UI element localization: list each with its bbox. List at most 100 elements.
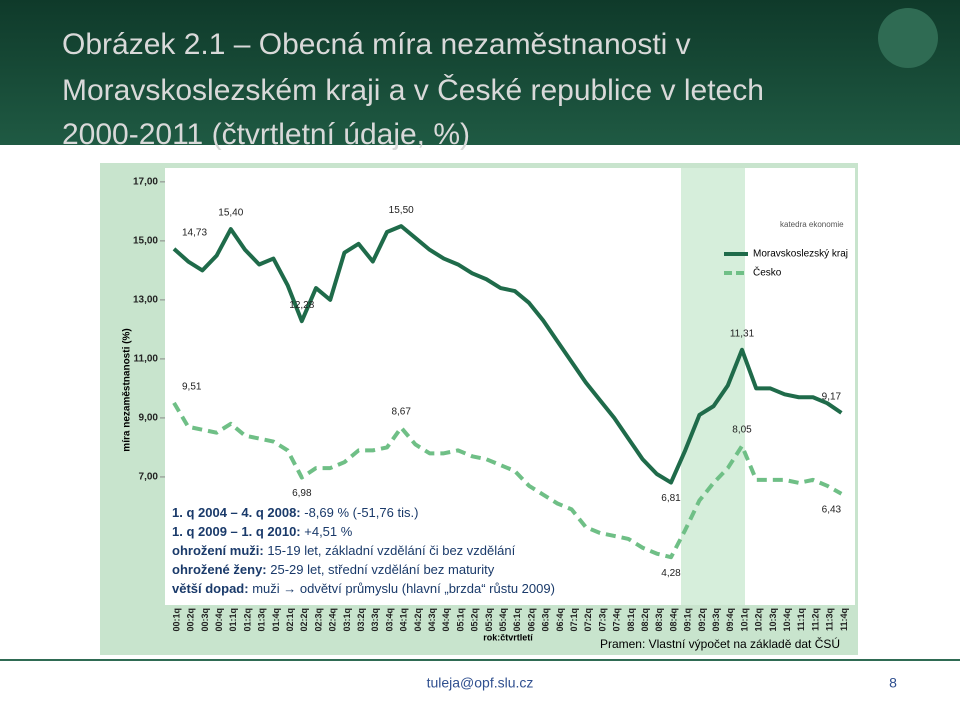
x-tick-label: 00:4q	[214, 608, 224, 632]
x-tick-label: 02:4q	[328, 608, 338, 632]
source: Pramen: Vlastní výpočet na základě dat Č…	[600, 636, 840, 651]
x-tick-label: 05:3q	[484, 608, 494, 632]
x-tick-label: 11:1q	[796, 608, 806, 631]
x-tick-label: 08:4q	[668, 608, 678, 632]
annotation: ohrožení muži: 15-19 let, základní vzděl…	[172, 543, 516, 558]
y-tick-label: 17,00	[133, 177, 158, 188]
value-label: 8,67	[391, 406, 411, 417]
x-tick-label: 01:2q	[242, 608, 252, 632]
plot-area	[165, 168, 855, 605]
x-tick-label: 08:1q	[626, 608, 636, 632]
x-tick-label: 05:1q	[455, 608, 465, 632]
y-tick-label: 11,00	[134, 354, 159, 365]
value-label: 8,05	[732, 425, 752, 436]
value-label: 4,28	[661, 568, 681, 579]
annotations: 1. q 2004 – 4. q 2008: -8,69 % (-51,76 t…	[172, 505, 555, 596]
x-tick-label: 02:3q	[313, 608, 323, 632]
logo-text: katedra ekonomie	[780, 220, 844, 229]
x-tick-label: 03:1q	[342, 608, 352, 632]
legend-label: Moravskoslezský kraj	[753, 249, 848, 260]
y-tick-label: 7,00	[139, 472, 159, 483]
annotation-bold: 1. q 2004 – 4. q 2008:	[172, 505, 301, 520]
annotation-text: 15-19 let, základní vzdělání či bez vzdě…	[264, 543, 516, 558]
annotation: větší dopad: muži → odvětví průmyslu (hl…	[172, 581, 555, 596]
x-tick-label: 11:4q	[839, 608, 849, 631]
value-label: 9,51	[182, 382, 202, 393]
title-line: Moravskoslezském kraji a v České republi…	[62, 73, 764, 107]
annotation-bold: ohrožené ženy:	[172, 562, 267, 577]
series-line	[172, 401, 843, 560]
annotation: 1. q 2009 – 1. q 2010: +4,51 %	[172, 524, 353, 539]
series-line	[172, 224, 843, 485]
x-tick-label: 05:4q	[498, 608, 508, 632]
value-label: 6,98	[292, 488, 312, 499]
annotation-text: muži → odvětví průmyslu (hlavní „brzda“ …	[249, 581, 555, 596]
x-tick-label: 06:2q	[526, 608, 536, 632]
x-tick-label: 03:2q	[356, 608, 366, 632]
value-label: 6,81	[661, 493, 681, 504]
x-tick-label: 04:4q	[441, 608, 451, 632]
x-tick-label: 08:3q	[654, 608, 664, 632]
value-label: 14,73	[182, 227, 207, 238]
x-tick-label: 11:2q	[810, 608, 820, 631]
y-tick-label: 9,00	[139, 413, 159, 424]
x-tick-label: 06:3q	[541, 608, 551, 632]
x-tick-label: 10:2q	[754, 608, 764, 632]
annotation-text: +4,51 %	[301, 524, 353, 539]
x-tick-label: 01:3q	[257, 608, 267, 632]
x-tick-label: 05:2q	[470, 608, 480, 632]
x-tick-label: 06:1q	[512, 608, 522, 632]
annotation-text: -8,69 % (-51,76 tis.)	[301, 505, 419, 520]
y-tick-label: 15,00	[133, 236, 158, 247]
value-label: 9,17	[822, 392, 842, 403]
x-tick-label: 01:4q	[271, 608, 281, 632]
title-line: Obrázek 2.1 – Obecná míra nezaměstnanost…	[62, 28, 691, 61]
x-tick-label: 10:1q	[739, 608, 749, 632]
x-axis-title: rok:čtvrtletí	[483, 632, 533, 642]
value-label: 15,50	[389, 205, 414, 216]
x-tick-label: 09:3q	[711, 608, 721, 632]
title-line: 2000-2011 (čtvrtletní údaje, %)	[62, 118, 470, 151]
value-label: 12,28	[289, 300, 314, 311]
annotation: 1. q 2004 – 4. q 2008: -8,69 % (-51,76 t…	[172, 505, 418, 520]
x-tick-label: 07:2q	[583, 608, 593, 632]
value-label: 15,40	[218, 208, 243, 219]
x-tick-label: 00:3q	[200, 608, 210, 632]
x-tick-label: 03:4q	[384, 608, 394, 632]
x-tick-label: 09:4q	[725, 608, 735, 632]
x-tick-label: 02:1q	[285, 608, 295, 632]
x-tick-label: 06:4q	[555, 608, 565, 632]
x-tick-label: 04:1q	[399, 608, 409, 632]
value-label: 11,31	[730, 328, 755, 339]
page-number: 8	[889, 675, 897, 691]
annotation-bold: 1. q 2009 – 1. q 2010:	[172, 524, 301, 539]
x-tick-label: 08:2q	[640, 608, 650, 632]
x-tick-label: 02:2q	[299, 608, 309, 632]
logo	[878, 8, 938, 68]
x-tick-label: 00:1q	[171, 608, 181, 632]
annotation-text: 25-29 let, střední vzdělání bez maturity	[267, 562, 495, 577]
x-tick-label: 10:3q	[768, 608, 778, 632]
x-tick-label: 00:2q	[186, 608, 196, 632]
legend-label: Česko	[753, 266, 782, 279]
x-tick-label: 04:3q	[427, 608, 437, 632]
annotation: ohrožené ženy: 25-29 let, střední vzdělá…	[172, 562, 495, 577]
x-tick-label: 04:2q	[413, 608, 423, 632]
annotation-bold: větší dopad:	[172, 581, 249, 596]
x-tick-label: 03:3q	[370, 608, 380, 632]
x-tick-label: 11:3q	[825, 608, 835, 631]
footer-email: tuleja@opf.slu.cz	[427, 675, 534, 691]
x-tick-label: 09:2q	[697, 608, 707, 632]
x-tick-label: 07:3q	[597, 608, 607, 632]
y-axis-title: míra nezaměstnanosti (%)	[122, 328, 133, 451]
x-tick-label: 01:1q	[228, 608, 238, 632]
shaded-period	[681, 168, 745, 605]
x-tick-label: 09:1q	[683, 608, 693, 632]
header-bg	[0, 0, 960, 145]
annotation-bold: ohrožení muži:	[172, 543, 264, 558]
x-tick-label: 07:1q	[569, 608, 579, 632]
value-label: 6,43	[822, 504, 842, 515]
x-tick-label: 10:4q	[782, 608, 792, 632]
y-tick-label: 13,00	[133, 295, 158, 306]
